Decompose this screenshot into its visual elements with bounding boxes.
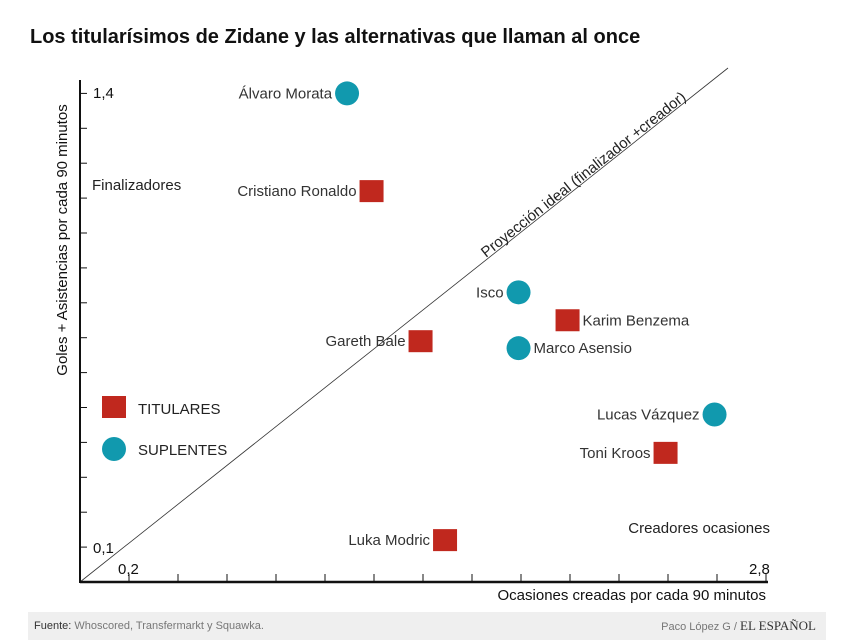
diagonal-label: Proyección ideal (finalizador +creador) <box>478 89 689 262</box>
point-label: Cristiano Ronaldo <box>237 183 356 200</box>
data-point-square <box>433 529 458 552</box>
data-point-circle <box>506 280 531 305</box>
legend-label-suplentes: SUPLENTES <box>138 442 227 459</box>
annotation-creadores: Creadores ocasiones <box>628 520 770 537</box>
data-point-circle <box>702 402 727 427</box>
credit: Paco López G / EL ESPAÑOL <box>661 612 816 641</box>
annotation-finalizadores: Finalizadores <box>92 177 181 194</box>
legend-circle-icon <box>102 437 126 461</box>
source-label: Fuente: <box>34 620 72 632</box>
point-label: Isco <box>476 284 504 301</box>
point-label: Marco Asensio <box>534 340 632 357</box>
y-tick-label: 0,1 <box>93 540 114 557</box>
point-label: Álvaro Morata <box>239 85 333 102</box>
x-axis-label: Ocasiones creadas por cada 90 minutos <box>498 587 766 604</box>
source-text: Whoscored, Transfermarkt y Squawka. <box>71 620 264 632</box>
point-label: Karim Benzema <box>583 312 690 329</box>
data-point-square <box>555 309 580 332</box>
author: Paco López G / <box>661 621 741 633</box>
point-label: Luka Modric <box>348 532 430 549</box>
data-point-square <box>653 441 678 464</box>
brand-logo: EL ESPAÑOL <box>740 618 816 633</box>
y-axis-label: Goles + Asistencias por cada 90 minutos <box>54 104 71 375</box>
legend-square-icon <box>102 396 126 418</box>
point-label: Toni Kroos <box>580 445 651 462</box>
y-tick-label: 1,4 <box>93 85 114 102</box>
data-point-square <box>408 330 433 353</box>
chart-title: Los titularísimos de Zidane y las altern… <box>30 26 641 48</box>
x-tick-label: 2,8 <box>749 561 770 578</box>
x-tick-label: 0,2 <box>118 561 139 578</box>
point-label: Lucas Vázquez <box>597 406 700 423</box>
scatter-chart: Proyección ideal (finalizador +creador) 0… <box>54 67 770 604</box>
data-point-square <box>359 180 384 203</box>
point-label: Gareth Bale <box>326 333 406 350</box>
legend-label-titulares: TITULARES <box>138 401 221 418</box>
footer: Fuente: Whoscored, Transfermarkt y Squaw… <box>28 612 826 640</box>
diagonal-line <box>79 67 729 583</box>
source: Fuente: Whoscored, Transfermarkt y Squaw… <box>34 612 264 640</box>
data-point-circle <box>506 336 531 361</box>
data-point-circle <box>335 81 360 106</box>
